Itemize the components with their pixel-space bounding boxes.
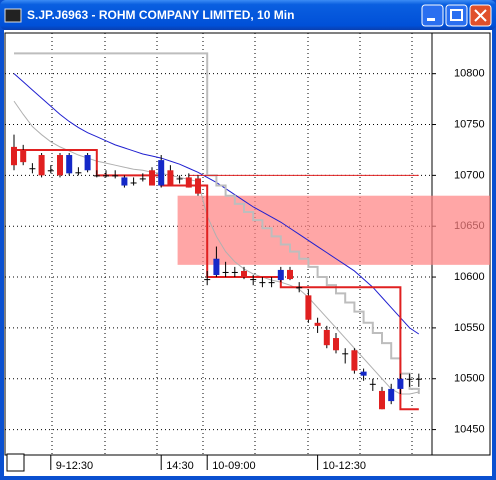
candle-body bbox=[314, 322, 321, 326]
x-tick-label: 10-12:30 bbox=[323, 460, 366, 472]
candle-body bbox=[231, 271, 238, 273]
overlay-line bbox=[13, 100, 419, 395]
candle-body bbox=[369, 383, 376, 385]
candle-body bbox=[287, 269, 293, 280]
y-tick-label: 10450 bbox=[454, 423, 485, 435]
maximize-button[interactable] bbox=[445, 4, 468, 27]
candle-body bbox=[415, 378, 422, 380]
close-button[interactable] bbox=[469, 4, 492, 27]
window-title: S.JP.J6963 - ROHM COMPANY LIMITED, 10 Mi… bbox=[27, 8, 294, 22]
candle-body bbox=[139, 178, 146, 180]
candle-body bbox=[149, 170, 155, 186]
candle-body bbox=[158, 160, 165, 186]
candle-body bbox=[112, 175, 119, 177]
candle-body bbox=[204, 279, 211, 281]
candle-body bbox=[241, 270, 247, 278]
candle-body bbox=[75, 172, 82, 174]
candle-body bbox=[167, 170, 174, 186]
candle-body bbox=[333, 338, 339, 351]
candle-body bbox=[222, 271, 229, 273]
candle-body bbox=[47, 170, 54, 172]
y-tick-label: 10550 bbox=[454, 322, 485, 334]
x-tick-label: 9-12:30 bbox=[56, 460, 93, 472]
zone bbox=[177, 195, 490, 265]
y-tick-label: 10600 bbox=[454, 271, 485, 283]
candle-body bbox=[38, 155, 45, 176]
y-tick-label: 10700 bbox=[454, 169, 485, 181]
candle-body bbox=[296, 287, 303, 289]
candle-body bbox=[93, 175, 100, 177]
candle-body bbox=[388, 388, 395, 402]
candle-body bbox=[84, 155, 91, 171]
candle-body bbox=[57, 155, 63, 176]
title-bar bbox=[0, 0, 496, 30]
corner-box[interactable] bbox=[6, 453, 25, 472]
candle-body bbox=[259, 282, 266, 284]
candle-body bbox=[195, 178, 201, 194]
y-tick-label: 10750 bbox=[454, 118, 485, 130]
candle-body bbox=[66, 155, 73, 174]
candle-body bbox=[379, 390, 385, 410]
candle-body bbox=[268, 282, 275, 284]
candle-body bbox=[213, 258, 220, 276]
overlay-line bbox=[14, 148, 419, 411]
candle-body bbox=[11, 146, 17, 166]
candle-body bbox=[185, 177, 192, 188]
candle-body bbox=[305, 295, 312, 320]
candle-body bbox=[406, 378, 413, 380]
x-tick-label: 10-09:00 bbox=[212, 460, 255, 472]
overlay-line bbox=[14, 52, 420, 394]
minimize-button[interactable] bbox=[421, 4, 444, 27]
candle-body bbox=[351, 350, 358, 371]
candle-body bbox=[250, 279, 257, 281]
y-tick-label: 10800 bbox=[454, 68, 485, 80]
candle-body bbox=[397, 378, 404, 389]
app-icon bbox=[4, 8, 22, 23]
candle-body bbox=[323, 329, 330, 346]
candle-body bbox=[20, 149, 27, 163]
candle-body bbox=[360, 371, 367, 376]
y-tick-label: 10500 bbox=[454, 373, 485, 385]
candle-body bbox=[29, 168, 36, 170]
x-tick-label: 14:30 bbox=[166, 460, 194, 472]
candle-body bbox=[277, 269, 284, 281]
candle-body bbox=[176, 178, 183, 180]
candle-body bbox=[130, 182, 137, 184]
candle-body bbox=[103, 175, 109, 177]
candle-body bbox=[342, 353, 349, 355]
candle-body bbox=[121, 177, 128, 186]
